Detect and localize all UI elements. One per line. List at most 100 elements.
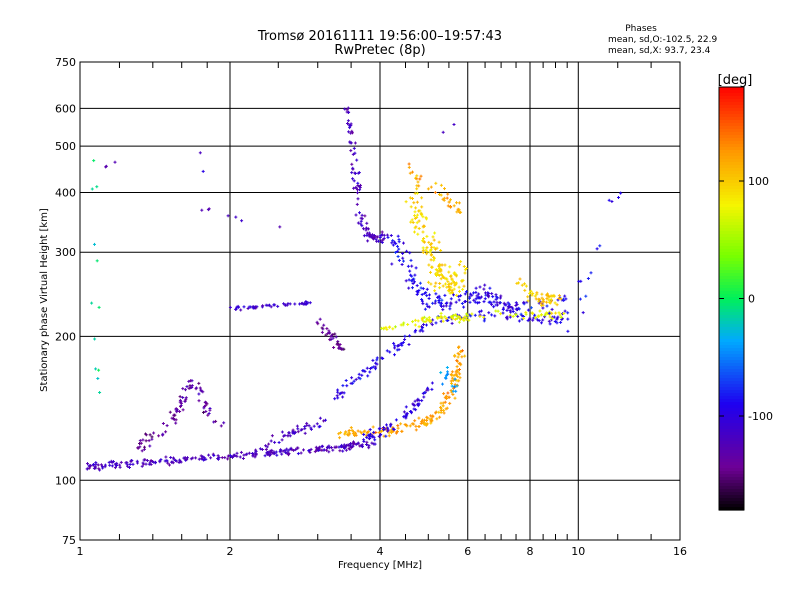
- echo-point: [531, 312, 533, 315]
- echo-point: [460, 350, 462, 354]
- echo-point: [438, 300, 440, 304]
- echo-point: [343, 443, 345, 447]
- echo-point: [129, 466, 130, 469]
- echo-point: [232, 455, 233, 459]
- echo-point: [314, 450, 316, 454]
- colorbar-band: [719, 204, 744, 208]
- echo-point: [461, 355, 463, 359]
- echo-point: [129, 462, 131, 466]
- echo-point: [321, 330, 323, 334]
- colorbar-band: [719, 468, 744, 472]
- echo-point: [390, 424, 391, 428]
- echo-point: [385, 325, 387, 329]
- echo-point: [443, 392, 445, 396]
- echo-point: [394, 353, 395, 357]
- echo-point: [455, 300, 457, 304]
- colorbar-band: [719, 333, 744, 337]
- echo-point: [353, 430, 354, 434]
- echo-point: [446, 196, 448, 200]
- echo-point: [422, 251, 424, 254]
- echo-point: [175, 418, 177, 422]
- echo-point: [380, 239, 382, 243]
- echo-point: [416, 289, 418, 293]
- colorbar-band: [719, 309, 744, 313]
- echo-point: [439, 415, 441, 419]
- echo-point: [281, 452, 283, 456]
- echo-point: [363, 227, 364, 231]
- echo-point: [357, 221, 359, 225]
- colorbar-band: [719, 411, 744, 415]
- echo-point: [259, 447, 261, 451]
- colorbar-band: [719, 177, 744, 181]
- echo-point: [427, 386, 429, 390]
- echo-point: [330, 335, 332, 339]
- echo-point: [372, 358, 374, 362]
- echo-point: [350, 381, 352, 385]
- echo-point: [533, 316, 535, 320]
- echo-point: [366, 233, 368, 237]
- x-tick-label: 4: [377, 545, 384, 558]
- echo-point: [173, 457, 175, 461]
- echo-point: [540, 301, 542, 305]
- echo-point: [245, 453, 247, 457]
- echo-point: [469, 296, 470, 300]
- echo-point: [176, 410, 178, 414]
- echo-point: [141, 449, 143, 453]
- echo-point: [366, 431, 368, 435]
- echo-point: [381, 356, 383, 360]
- echo-point: [458, 208, 460, 212]
- echo-point: [426, 302, 428, 306]
- echo-point: [484, 297, 486, 301]
- echo-point: [500, 294, 502, 298]
- echo-point: [328, 331, 330, 334]
- echo-point: [330, 446, 332, 449]
- echo-point: [392, 429, 394, 433]
- echo-point: [411, 411, 412, 415]
- echo-point: [109, 463, 111, 467]
- echo-point: [424, 291, 426, 295]
- echo-point: [179, 395, 181, 399]
- echo-point: [87, 462, 88, 466]
- echo-point: [360, 216, 362, 220]
- echo-point: [453, 281, 455, 284]
- echo-point: [567, 317, 569, 321]
- echo-point: [383, 434, 385, 438]
- echo-point: [394, 240, 395, 244]
- echo-point: [402, 323, 404, 327]
- colorbar-band: [719, 147, 744, 151]
- echo-point: [438, 267, 440, 270]
- echo-point: [431, 381, 433, 385]
- echo-point: [529, 317, 530, 321]
- echo-point: [287, 449, 289, 453]
- echo-point: [442, 284, 444, 288]
- echo-point: [301, 428, 303, 431]
- echo-point: [421, 205, 423, 209]
- echo-point: [352, 167, 354, 171]
- echo-point: [371, 366, 373, 370]
- colorbar-band: [719, 288, 744, 292]
- echo-point: [420, 328, 422, 332]
- echo-point: [395, 418, 397, 422]
- echo-point: [319, 416, 321, 420]
- echo-point: [463, 305, 465, 309]
- echo-point: [421, 399, 423, 403]
- echo-point: [371, 441, 373, 445]
- echo-point: [428, 263, 430, 267]
- echo-point: [567, 311, 569, 315]
- echo-point: [220, 424, 222, 428]
- echo-point: [261, 448, 263, 451]
- echo-point: [438, 294, 440, 298]
- echo-point: [313, 424, 315, 428]
- echo-point: [456, 359, 458, 363]
- colorbar-band: [719, 192, 744, 196]
- echo-point: [422, 420, 424, 424]
- echo-point: [395, 431, 397, 435]
- echo-point: [336, 394, 338, 398]
- echo-point: [339, 449, 341, 453]
- echo-point: [127, 464, 128, 468]
- echo-point: [466, 312, 467, 316]
- echo-point: [478, 295, 480, 299]
- echo-point: [582, 311, 584, 315]
- echo-point: [447, 372, 449, 376]
- echo-point: [620, 191, 622, 195]
